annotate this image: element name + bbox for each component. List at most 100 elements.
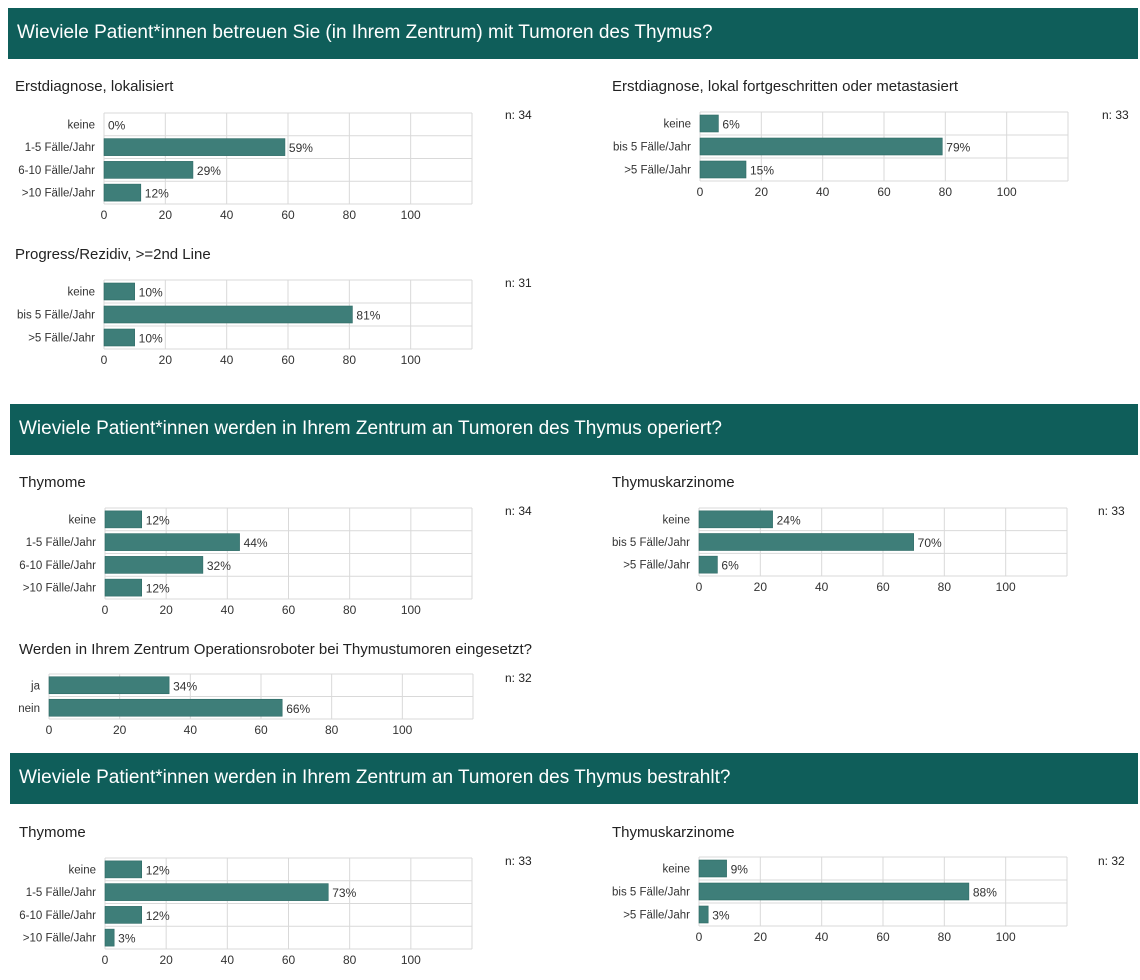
x-tick-label: 80 xyxy=(343,953,357,967)
x-tick-label: 100 xyxy=(996,930,1016,944)
x-tick-label: 40 xyxy=(184,723,198,737)
x-tick-label: 0 xyxy=(696,930,703,944)
data-label: 88% xyxy=(973,886,997,900)
x-tick-label: 60 xyxy=(282,603,296,617)
x-tick-label: 0 xyxy=(101,208,108,222)
category-label: >10 Fälle/Jahr xyxy=(23,583,96,595)
data-label: 59% xyxy=(289,141,313,155)
bar xyxy=(103,282,135,301)
sample-size-label: n: 32 xyxy=(505,671,532,685)
bar xyxy=(699,137,943,156)
bar xyxy=(698,859,727,878)
x-tick-label: 60 xyxy=(876,930,890,944)
x-tick-label: 0 xyxy=(696,580,703,594)
data-label: 12% xyxy=(146,863,170,877)
x-tick-label: 80 xyxy=(343,208,357,222)
category-label: bis 5 Fälle/Jahr xyxy=(613,142,691,154)
x-tick-label: 0 xyxy=(102,953,109,967)
x-tick-label: 100 xyxy=(392,723,412,737)
category-label: 1-5 Fälle/Jahr xyxy=(26,537,96,549)
bar xyxy=(698,510,773,529)
chart-title: Progress/Rezidiv, >=2nd Line xyxy=(15,246,211,263)
data-label: 66% xyxy=(286,702,310,716)
x-tick-label: 60 xyxy=(281,208,295,222)
x-tick-label: 60 xyxy=(877,185,891,199)
x-tick-label: 100 xyxy=(401,603,421,617)
data-label: 15% xyxy=(750,164,774,178)
chart-title: Thymome xyxy=(19,474,86,491)
x-tick-label: 0 xyxy=(102,603,109,617)
chart-title: Thymuskarzinome xyxy=(612,474,735,491)
sample-size-label: n: 32 xyxy=(1098,854,1125,868)
x-tick-label: 80 xyxy=(938,580,952,594)
bar xyxy=(104,510,143,529)
sample-size-label: n: 33 xyxy=(1098,504,1125,518)
x-tick-label: 20 xyxy=(755,185,769,199)
x-tick-label: 80 xyxy=(343,353,357,367)
x-tick-label: 40 xyxy=(815,930,829,944)
x-tick-label: 20 xyxy=(159,953,173,967)
bar xyxy=(103,161,194,179)
bar xyxy=(104,860,143,879)
x-tick-label: 100 xyxy=(401,208,421,222)
category-label: keine xyxy=(663,514,691,526)
bar xyxy=(48,698,283,717)
section-banner-bestrahlt: Wieviele Patient*innen werden in Ihrem Z… xyxy=(10,753,1138,804)
chart-title: Thymome xyxy=(19,824,86,841)
bar xyxy=(103,183,142,202)
x-tick-label: 40 xyxy=(220,208,234,222)
sample-size-label: n: 33 xyxy=(505,854,532,868)
category-label: keine xyxy=(69,864,97,876)
data-label: 34% xyxy=(173,679,197,693)
x-tick-label: 0 xyxy=(46,723,53,737)
x-tick-label: 100 xyxy=(996,580,1016,594)
bar xyxy=(103,305,353,324)
bar xyxy=(103,138,286,156)
category-label: keine xyxy=(68,287,96,299)
data-label: 9% xyxy=(731,863,749,877)
x-tick-label: 20 xyxy=(754,580,768,594)
bar xyxy=(698,905,709,924)
chart-title: Thymuskarzinome xyxy=(612,824,735,841)
bar xyxy=(104,556,204,574)
x-tick-label: 20 xyxy=(159,208,173,222)
category-label: 6-10 Fälle/Jahr xyxy=(19,560,96,572)
category-label: nein xyxy=(18,703,40,715)
chart-title: Werden in Ihrem Zentrum Operationsrobote… xyxy=(19,641,533,658)
x-tick-label: 100 xyxy=(401,353,421,367)
data-label: 44% xyxy=(244,536,268,550)
data-label: 12% xyxy=(145,187,169,201)
data-label: 10% xyxy=(139,286,163,300)
x-tick-label: 40 xyxy=(221,603,235,617)
data-label: 0% xyxy=(108,118,126,132)
x-tick-label: 20 xyxy=(159,353,173,367)
bar xyxy=(104,883,329,901)
category-label: >10 Fälle/Jahr xyxy=(22,188,95,200)
x-tick-label: 20 xyxy=(754,930,768,944)
x-tick-label: 40 xyxy=(816,185,830,199)
category-label: bis 5 Fälle/Jahr xyxy=(612,537,690,549)
category-label: 1-5 Fälle/Jahr xyxy=(25,142,95,154)
sample-size-label: n: 34 xyxy=(505,504,532,518)
bar xyxy=(699,114,719,133)
bar xyxy=(698,555,718,574)
data-label: 12% xyxy=(146,513,170,527)
data-label: 12% xyxy=(146,582,170,596)
x-tick-label: 80 xyxy=(343,603,357,617)
chart-title: Erstdiagnose, lokal fortgeschritten oder… xyxy=(612,78,959,95)
category-label: bis 5 Fälle/Jahr xyxy=(612,887,690,899)
chart-title: Erstdiagnose, lokalisiert xyxy=(15,78,174,95)
category-label: ja xyxy=(30,680,41,692)
x-tick-label: 80 xyxy=(939,185,953,199)
bar xyxy=(48,676,170,695)
bar xyxy=(698,882,970,901)
bar xyxy=(698,533,914,551)
category-label: >5 Fälle/Jahr xyxy=(624,165,691,177)
section-banner-betreuen: Wieviele Patient*innen betreuen Sie (in … xyxy=(8,8,1138,59)
